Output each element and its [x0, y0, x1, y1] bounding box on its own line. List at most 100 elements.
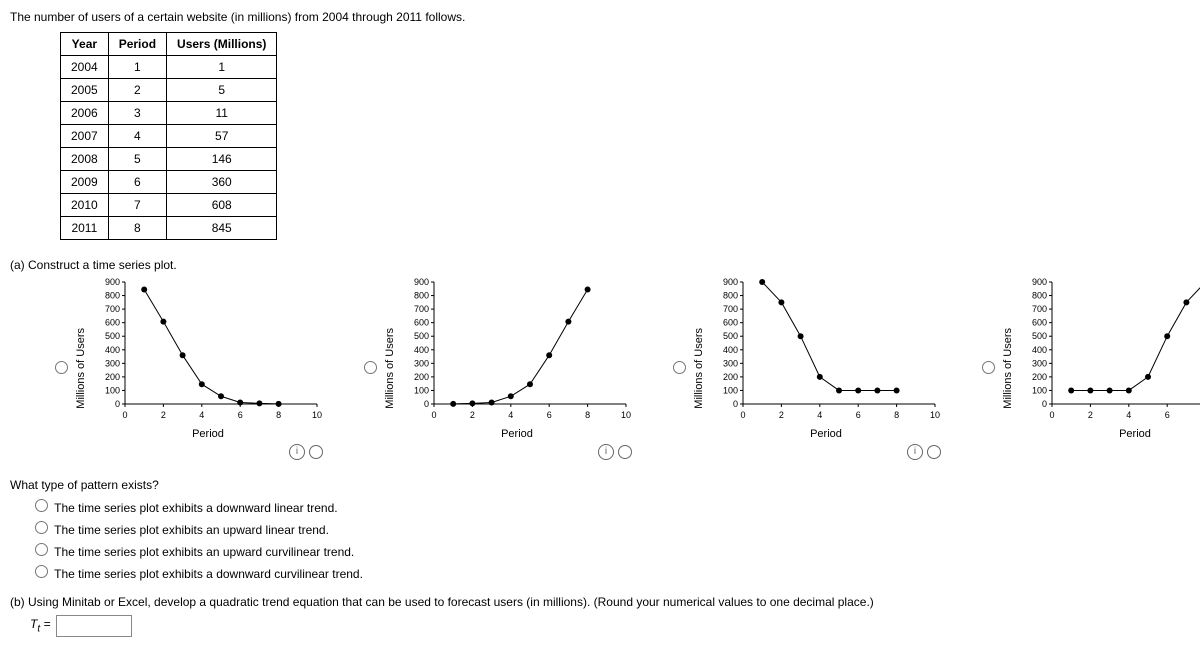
svg-text:700: 700 — [1032, 304, 1047, 314]
svg-text:0: 0 — [733, 399, 738, 409]
table-header: Users (Millions) — [167, 33, 277, 56]
chart-radio[interactable] — [364, 361, 377, 374]
svg-text:4: 4 — [199, 410, 204, 420]
svg-text:0: 0 — [115, 399, 120, 409]
info-icon[interactable]: i — [289, 444, 305, 460]
svg-text:500: 500 — [414, 331, 429, 341]
svg-text:400: 400 — [723, 345, 738, 355]
chart-radio[interactable] — [55, 361, 68, 374]
svg-text:2: 2 — [779, 410, 784, 420]
table-row: 200525 — [61, 79, 277, 102]
table-cell: 6 — [108, 171, 166, 194]
svg-text:900: 900 — [723, 277, 738, 287]
svg-text:100: 100 — [105, 385, 120, 395]
svg-text:800: 800 — [723, 291, 738, 301]
x-axis-label: Period — [192, 428, 224, 440]
table-cell: 11 — [167, 102, 277, 125]
svg-text:300: 300 — [105, 358, 120, 368]
table-cell: 5 — [167, 79, 277, 102]
table-cell: 4 — [108, 125, 166, 148]
x-axis-label: Period — [810, 428, 842, 440]
x-axis-label: Period — [501, 428, 533, 440]
svg-text:800: 800 — [1032, 291, 1047, 301]
pattern-option[interactable]: The time series plot exhibits a downward… — [30, 496, 1190, 515]
table-cell: 2 — [108, 79, 166, 102]
svg-text:2: 2 — [161, 410, 166, 420]
svg-text:6: 6 — [547, 410, 552, 420]
chart-svg: 01002003004005006007008009000246810 — [1020, 276, 1200, 426]
svg-text:2: 2 — [470, 410, 475, 420]
hollow-circle-icon — [927, 445, 941, 459]
svg-text:200: 200 — [414, 372, 429, 382]
svg-text:700: 700 — [105, 304, 120, 314]
table-cell: 57 — [167, 125, 277, 148]
table-cell: 8 — [108, 217, 166, 240]
chart-svg: 01002003004005006007008009000246810 — [93, 276, 323, 426]
svg-text:700: 700 — [723, 304, 738, 314]
table-row: 200411 — [61, 56, 277, 79]
svg-text:900: 900 — [105, 277, 120, 287]
pattern-radio[interactable] — [35, 543, 48, 556]
svg-text:900: 900 — [1032, 277, 1047, 287]
pattern-radio[interactable] — [35, 565, 48, 578]
chart-radio[interactable] — [982, 361, 995, 374]
table-cell: 2011 — [61, 217, 109, 240]
svg-text:600: 600 — [105, 318, 120, 328]
svg-text:600: 600 — [723, 318, 738, 328]
svg-text:800: 800 — [414, 291, 429, 301]
svg-text:500: 500 — [1032, 331, 1047, 341]
chart-svg: 01002003004005006007008009000246810 — [402, 276, 632, 426]
table-cell: 146 — [167, 148, 277, 171]
svg-text:400: 400 — [105, 345, 120, 355]
pattern-option[interactable]: The time series plot exhibits an upward … — [30, 540, 1190, 559]
equation-input[interactable] — [56, 615, 132, 637]
info-icon[interactable]: i — [598, 444, 614, 460]
y-axis-label: Millions of Users — [693, 328, 705, 409]
equation-row: Tt = — [30, 615, 1190, 637]
table-cell: 1 — [167, 56, 277, 79]
chart-radio[interactable] — [673, 361, 686, 374]
pattern-options: The time series plot exhibits a downward… — [30, 496, 1190, 581]
table-cell: 7 — [108, 194, 166, 217]
equation-lhs: Tt = — [30, 617, 50, 634]
svg-text:0: 0 — [431, 410, 436, 420]
table-header: Period — [108, 33, 166, 56]
table-row: 2007457 — [61, 125, 277, 148]
part-b-label: (b) Using Minitab or Excel, develop a qu… — [10, 595, 1190, 609]
svg-text:300: 300 — [414, 358, 429, 368]
y-axis-label: Millions of Users — [384, 328, 396, 409]
pattern-option[interactable]: The time series plot exhibits an upward … — [30, 518, 1190, 537]
x-axis-label: Period — [1119, 428, 1151, 440]
table-header: Year — [61, 33, 109, 56]
svg-text:10: 10 — [312, 410, 322, 420]
table-cell: 845 — [167, 217, 277, 240]
part-a-label: (a) Construct a time series plot. — [10, 258, 1190, 272]
svg-text:900: 900 — [414, 277, 429, 287]
table-cell: 2006 — [61, 102, 109, 125]
svg-text:400: 400 — [414, 345, 429, 355]
chart-option: Millions of Users01002003004005006007008… — [668, 276, 965, 460]
table-cell: 2010 — [61, 194, 109, 217]
svg-text:500: 500 — [105, 331, 120, 341]
table-cell: 2009 — [61, 171, 109, 194]
pattern-option[interactable]: The time series plot exhibits a downward… — [30, 562, 1190, 581]
table-cell: 360 — [167, 171, 277, 194]
svg-text:4: 4 — [817, 410, 822, 420]
chart-option: Millions of Users01002003004005006007008… — [977, 276, 1200, 460]
svg-text:400: 400 — [1032, 345, 1047, 355]
table-cell: 2007 — [61, 125, 109, 148]
svg-text:4: 4 — [1126, 410, 1131, 420]
intro-text: The number of users of a certain website… — [10, 10, 1190, 24]
svg-text:6: 6 — [856, 410, 861, 420]
info-icon[interactable]: i — [907, 444, 923, 460]
table-row: 20107608 — [61, 194, 277, 217]
chart-svg: 01002003004005006007008009000246810 — [711, 276, 941, 426]
svg-text:0: 0 — [1049, 410, 1054, 420]
pattern-radio[interactable] — [35, 499, 48, 512]
chart-icon-trail: i — [289, 444, 323, 460]
svg-text:0: 0 — [1042, 399, 1047, 409]
table-row: 2006311 — [61, 102, 277, 125]
pattern-radio[interactable] — [35, 521, 48, 534]
svg-text:700: 700 — [414, 304, 429, 314]
svg-text:8: 8 — [585, 410, 590, 420]
